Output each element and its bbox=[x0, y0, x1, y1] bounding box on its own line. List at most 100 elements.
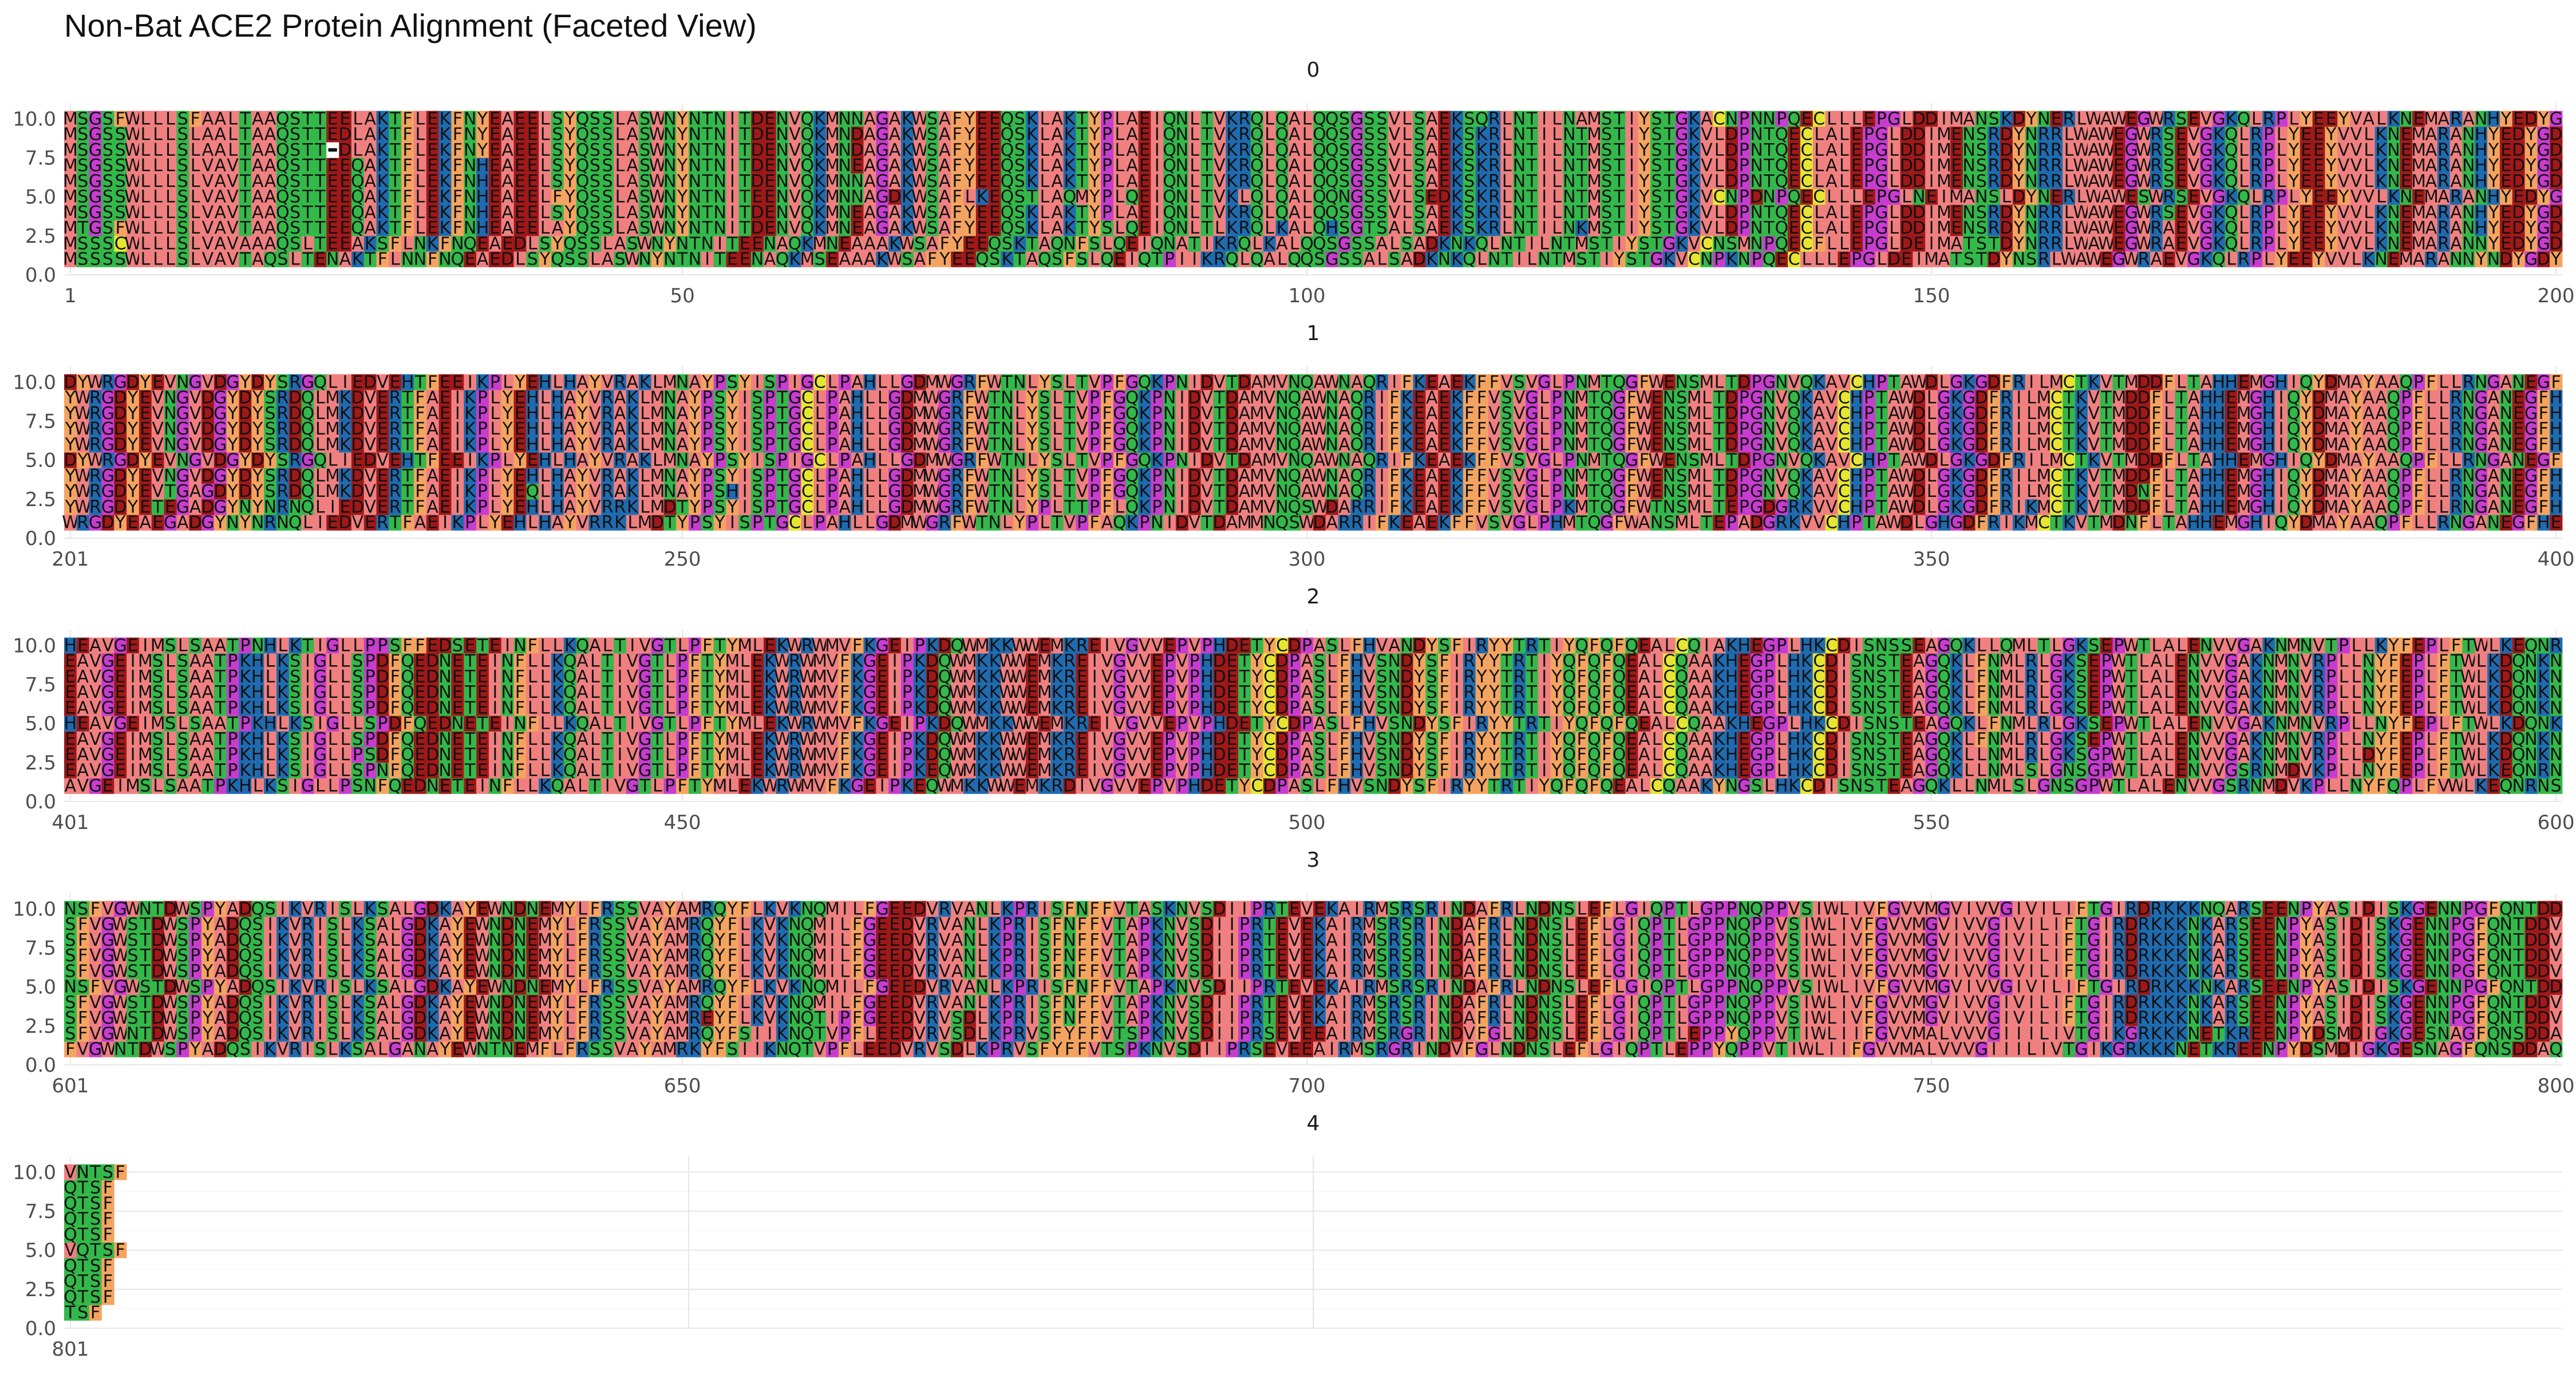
residue-letter: I bbox=[1629, 109, 1634, 129]
residue-letter: N bbox=[1750, 109, 1763, 129]
residue-letter: L bbox=[228, 109, 238, 129]
residue-letter: N bbox=[1176, 109, 1188, 129]
residue-letter: L bbox=[2251, 109, 2261, 129]
residue-letter: Y bbox=[477, 109, 488, 129]
residue-letter: Q bbox=[1313, 109, 1326, 129]
residue-letter: A bbox=[1963, 109, 1975, 129]
residue-letter: M bbox=[63, 109, 78, 129]
residue-letter: R bbox=[1239, 109, 1251, 129]
residue-letter: A bbox=[864, 109, 876, 129]
residue-letter: A bbox=[1289, 109, 1301, 129]
residue-letter: W bbox=[911, 109, 929, 129]
residue-letter: N bbox=[689, 109, 701, 129]
gap-mark bbox=[328, 148, 337, 152]
residue-letter: A bbox=[214, 109, 226, 129]
residue-letter: L bbox=[615, 109, 625, 129]
x-tick-label: 350 bbox=[1913, 548, 1950, 571]
residue-letter: T bbox=[1664, 109, 1675, 129]
residue-letter: E bbox=[1801, 109, 1812, 129]
residue-letter: A bbox=[1576, 109, 1588, 129]
residue-letter: E bbox=[1139, 109, 1150, 129]
residue-letter: D bbox=[1913, 109, 1926, 129]
residue-letter: T bbox=[1076, 109, 1088, 129]
residue-letter: Y bbox=[2338, 109, 2349, 129]
residue-letter: R bbox=[2063, 109, 2075, 129]
residue-letter: P bbox=[2276, 109, 2286, 129]
residue-letter: L bbox=[1839, 109, 1849, 129]
residue-letter: I bbox=[1155, 109, 1160, 129]
residue-letter: Y bbox=[2025, 109, 2037, 129]
residue-letter: T bbox=[389, 109, 401, 129]
residue-letter: N bbox=[663, 109, 676, 129]
residue-letter: R bbox=[2163, 109, 2175, 129]
residue-letter: Q bbox=[1163, 109, 1176, 129]
residue-letter: Y bbox=[2301, 109, 2312, 129]
residue-letter: E bbox=[327, 109, 338, 129]
residue-letter: S bbox=[1652, 109, 1662, 129]
residue-letter: P bbox=[1776, 109, 1787, 129]
residue-letter: T bbox=[1201, 109, 1212, 129]
residue-letter: E bbox=[2413, 109, 2424, 129]
facet-label: 1 bbox=[1307, 322, 1320, 345]
residue-letter: E bbox=[327, 156, 338, 176]
residue-letter: W bbox=[2085, 109, 2103, 129]
residue-letter: G bbox=[876, 109, 889, 129]
residue-letter: E bbox=[515, 109, 526, 129]
x-tick-label: 150 bbox=[1913, 285, 1950, 307]
residue-letter: E bbox=[2313, 109, 2324, 129]
residue-letter: A bbox=[1426, 109, 1438, 129]
residue-letter: S bbox=[1464, 109, 1475, 129]
residue-letter: S bbox=[602, 109, 613, 129]
residue-letter: R bbox=[1488, 109, 1500, 129]
x-tick-label: 400 bbox=[2538, 548, 2575, 571]
residue-letter: S bbox=[1601, 109, 1612, 129]
residue-letter: L bbox=[1902, 109, 1911, 129]
residue-letter: R bbox=[2450, 109, 2462, 129]
residue-letter: M bbox=[2424, 109, 2439, 129]
residue-letter: L bbox=[140, 109, 150, 129]
residue-letter: K bbox=[1226, 109, 1238, 129]
residue-letter: Y bbox=[677, 109, 688, 129]
y-tick-label: 7.5 bbox=[25, 147, 56, 169]
residue-letter: E bbox=[2513, 109, 2524, 129]
residue-letter: Y bbox=[1638, 109, 1650, 129]
residue-letter: N bbox=[464, 109, 476, 129]
residue-letter: P bbox=[1739, 109, 1749, 129]
residue-letter: E bbox=[2126, 109, 2137, 129]
x-tick-label: 1 bbox=[64, 285, 77, 307]
residue-letter: S bbox=[1989, 109, 2000, 129]
residue-letter: L bbox=[2376, 109, 2386, 129]
residue-letter: A bbox=[1126, 109, 1138, 129]
residue-letter: E bbox=[1439, 109, 1450, 129]
x-tick-label: 201 bbox=[52, 548, 89, 571]
residue-letter: S bbox=[1014, 109, 1025, 129]
residue-letter: G bbox=[1887, 109, 1901, 129]
residue-letter: N bbox=[839, 109, 851, 129]
facet-panel-1: 10.02.55.07.510.0201250300350400WRGDYEAE… bbox=[13, 322, 2574, 571]
y-tick-label: 7.5 bbox=[25, 410, 56, 433]
residue-letter: V bbox=[1214, 109, 1226, 129]
residue-letter: S bbox=[102, 109, 113, 129]
residue-letter: K bbox=[2388, 109, 2400, 129]
residue-letter: M bbox=[1587, 109, 1602, 129]
residue-letter: L bbox=[1302, 109, 1312, 129]
residue-letter: L bbox=[165, 109, 175, 129]
residue-letter: Q bbox=[1787, 109, 1801, 129]
residue-letter: E bbox=[339, 109, 350, 129]
residue-letter: L bbox=[1827, 109, 1836, 129]
residue-letter: L bbox=[2289, 109, 2299, 129]
residue-letter: V bbox=[789, 109, 801, 129]
residue-letter: T bbox=[739, 109, 750, 129]
residue-letter: G bbox=[89, 109, 102, 129]
residue-letter: L bbox=[353, 109, 362, 129]
residue-letter: Q bbox=[576, 109, 590, 129]
residue-letter: S bbox=[590, 109, 600, 129]
x-tick-label: 50 bbox=[670, 285, 694, 307]
residue-letter: V bbox=[2200, 109, 2212, 129]
residue-letter: L bbox=[416, 109, 425, 129]
residue-letter: A bbox=[939, 109, 951, 129]
x-tick-label: 200 bbox=[2538, 285, 2575, 307]
residue-letter: D bbox=[2524, 109, 2538, 129]
residue-letter: W bbox=[2111, 109, 2128, 129]
